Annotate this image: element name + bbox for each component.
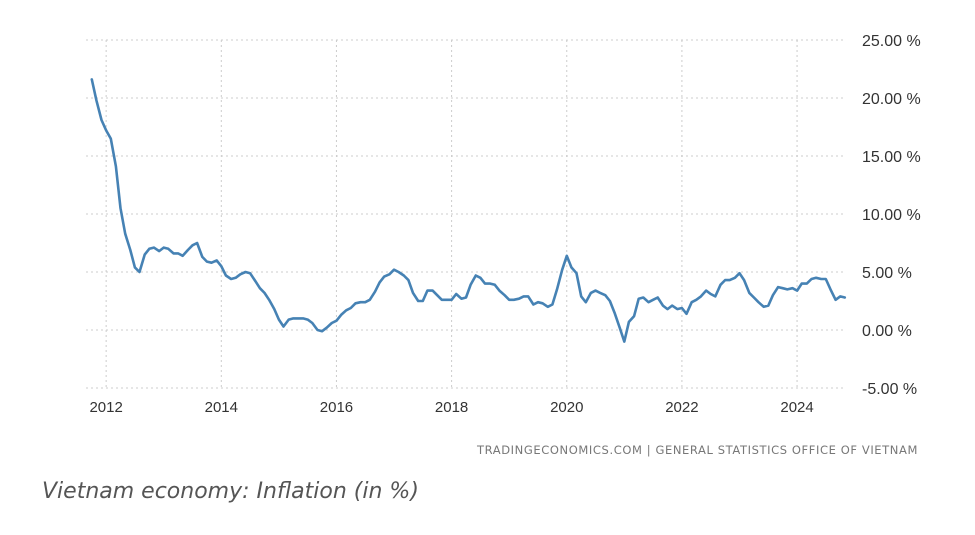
y-tick-label: -5.00 % <box>862 381 917 398</box>
grid-lines <box>86 39 846 389</box>
y-tick-label: 25.00 % <box>862 33 921 50</box>
inflation-series-line <box>90 78 847 343</box>
y-tick-label: 5.00 % <box>862 265 912 282</box>
y-tick-label: 10.00 % <box>862 207 921 224</box>
chart-caption: Vietnam economy: Inflation (in %) <box>42 479 419 504</box>
x-tick-label: 2024 <box>780 399 813 416</box>
x-axis-ticks: 2012 2014 2016 2018 2020 2022 2024 <box>89 399 813 416</box>
series-layer <box>90 78 847 343</box>
x-tick-label: 2018 <box>435 399 468 416</box>
x-tick-label: 2020 <box>550 399 583 416</box>
x-tick-label: 2016 <box>320 399 353 416</box>
y-tick-label: 15.00 % <box>862 149 921 166</box>
inflation-chart: 25.00 % 20.00 % 15.00 % 10.00 % 5.00 % 0.00 %… <box>86 33 921 416</box>
y-tick-label: 0.00 % <box>862 323 912 340</box>
x-tick-label: 2014 <box>205 399 238 416</box>
source-attribution: TRADINGECONOMICS.COM | GENERAL STATISTIC… <box>477 443 918 457</box>
x-tick-label: 2022 <box>665 399 698 416</box>
y-tick-label: 20.00 % <box>862 91 921 108</box>
y-axis-ticks: 25.00 % 20.00 % 15.00 % 10.00 % 5.00 % 0.00 %… <box>862 33 921 398</box>
x-tick-label: 2012 <box>89 399 122 416</box>
